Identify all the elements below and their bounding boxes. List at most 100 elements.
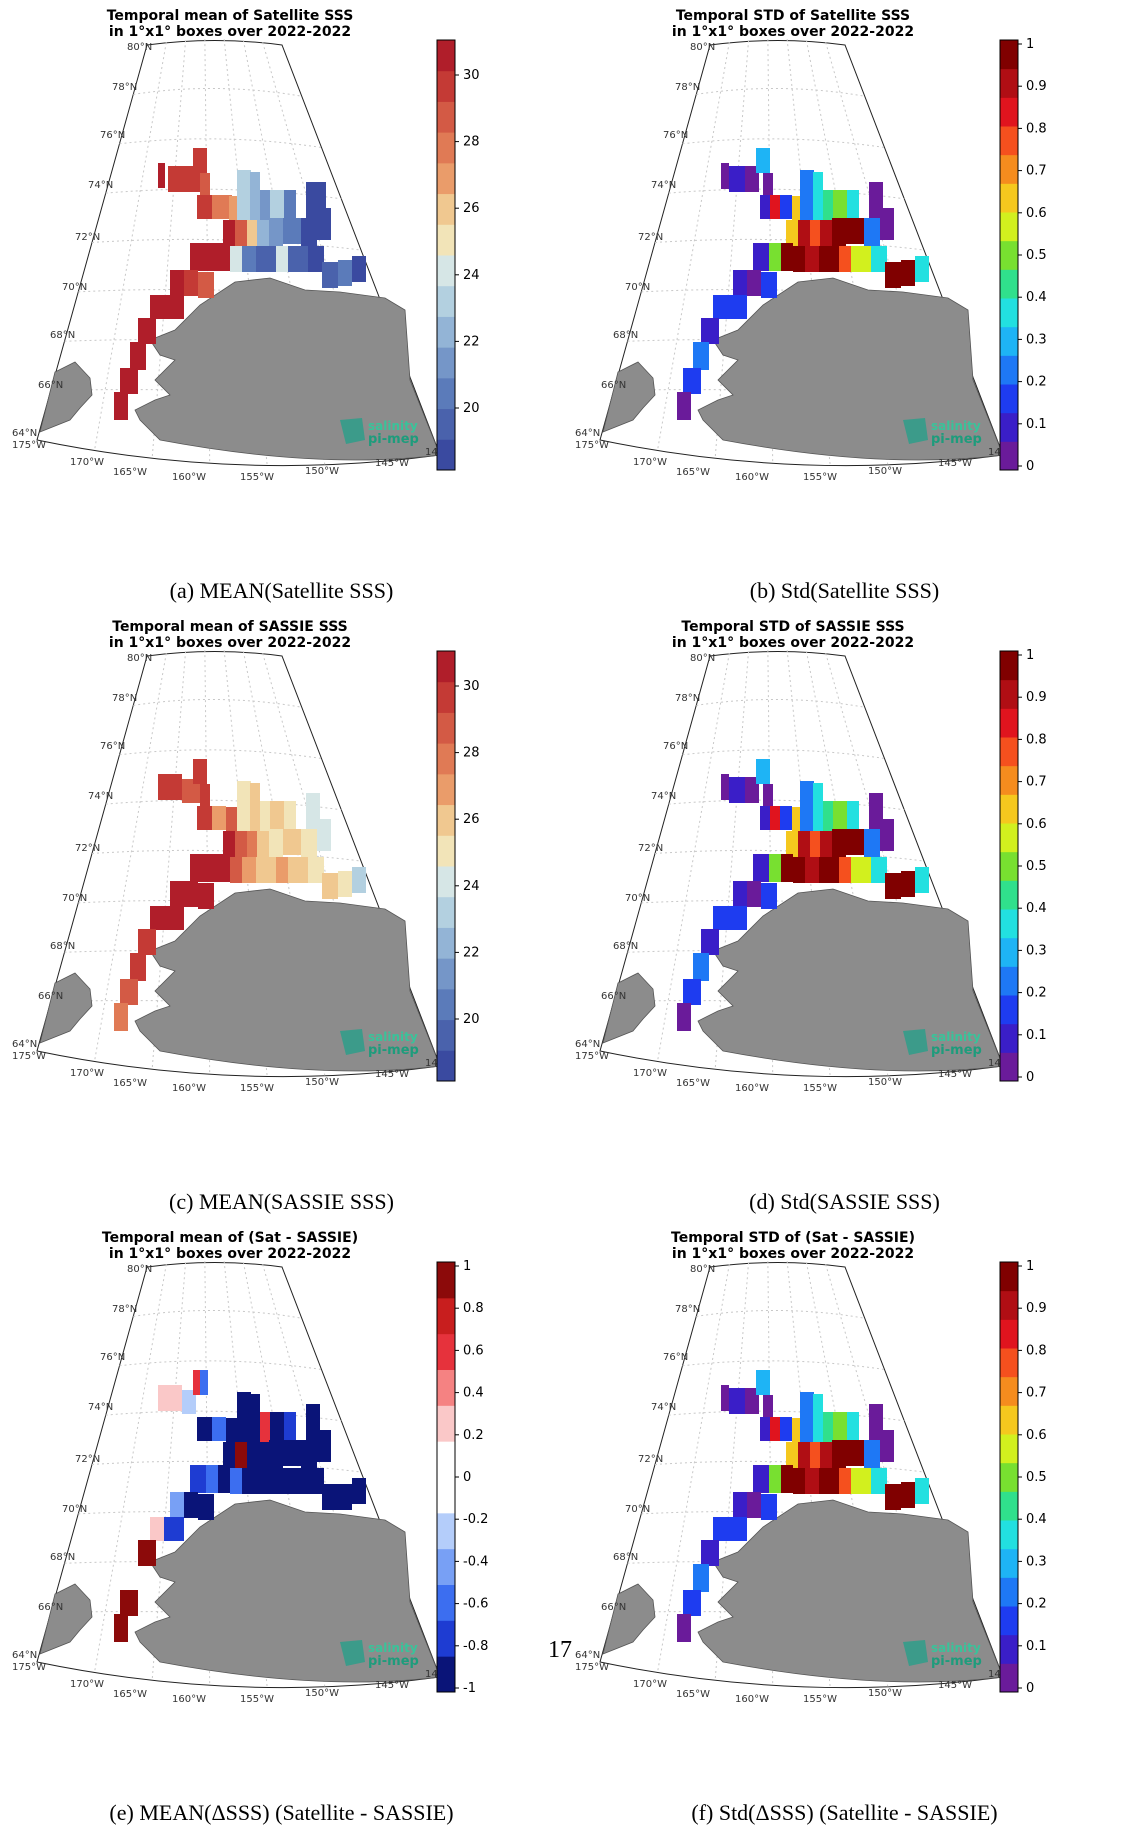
colorbar-segment bbox=[1000, 1634, 1018, 1664]
lon-label: 175°W bbox=[575, 1662, 609, 1673]
logo-line2: pi-mep bbox=[931, 1043, 982, 1058]
colorbar-segment bbox=[1000, 40, 1018, 70]
grid-cell bbox=[770, 195, 780, 219]
grid-cell bbox=[247, 1442, 257, 1470]
lat-line bbox=[654, 238, 925, 251]
grid-cell bbox=[871, 1468, 887, 1494]
grid-cell bbox=[761, 1494, 777, 1520]
colorbar-segment bbox=[437, 927, 455, 959]
lon-label: 150°W bbox=[305, 1077, 339, 1088]
grid-cell bbox=[269, 829, 283, 857]
grid-cell bbox=[184, 881, 198, 907]
lat-line bbox=[696, 698, 865, 708]
colorbar-segment bbox=[1000, 1462, 1018, 1492]
colorbar-segment bbox=[437, 132, 455, 164]
lat-label: 68°N bbox=[50, 941, 75, 952]
lon-label: 165°W bbox=[113, 1689, 147, 1700]
grid-cell bbox=[747, 270, 761, 296]
grid-cell bbox=[769, 854, 781, 882]
lat-label: 72°N bbox=[638, 232, 663, 243]
lat-line bbox=[119, 1360, 322, 1370]
colorbar-tick-label: 0.5 bbox=[1026, 248, 1047, 263]
grid-cell bbox=[260, 190, 270, 224]
lon-label: 145°W bbox=[375, 458, 409, 469]
grid-cell bbox=[760, 195, 770, 219]
lat-label: 78°N bbox=[675, 693, 700, 704]
colorbar-tick-label: 0.6 bbox=[1026, 817, 1047, 832]
colorbar-segment bbox=[437, 285, 455, 317]
lon-line bbox=[223, 650, 268, 1078]
grid-cell bbox=[819, 857, 839, 883]
land-chukotka bbox=[602, 361, 656, 433]
lat-label: 66°N bbox=[38, 380, 63, 391]
grid-cell bbox=[288, 246, 308, 272]
grid-cell bbox=[871, 246, 887, 272]
lat-label: 74°N bbox=[651, 791, 676, 802]
grid-cell bbox=[760, 806, 770, 830]
grid-cell bbox=[820, 220, 832, 248]
colorbar-tick-label: -1 bbox=[463, 1681, 476, 1696]
colorbar-tick-label: 24 bbox=[463, 879, 480, 894]
lon-label: 170°W bbox=[70, 457, 104, 468]
colorbar-tick-label: 30 bbox=[463, 679, 480, 694]
colorbar-segment bbox=[1000, 1663, 1018, 1693]
grid-cell bbox=[338, 871, 352, 897]
colorbar-segment bbox=[437, 773, 455, 806]
grid-cell bbox=[677, 1614, 691, 1642]
grid-cell bbox=[761, 272, 777, 298]
panel-f: 80°N 78°N 76°N 74°N 72°N 70°N 68°N 66°N 64°N 175°… bbox=[563, 1222, 1126, 1833]
grid-cell bbox=[158, 163, 165, 188]
colorbar: 1 0.9 0.8 0.7 0.6 0.5 0.4 0.3 0.2 0.1 0 bbox=[999, 37, 1047, 474]
lat-label: 80°N bbox=[690, 1264, 715, 1275]
grid-cell bbox=[288, 857, 308, 883]
lon-label: 175°W bbox=[12, 1662, 46, 1673]
colorbar-segment bbox=[1000, 1491, 1018, 1521]
land bbox=[602, 277, 1004, 461]
colorbar-segment bbox=[1000, 1052, 1018, 1082]
grid-cell bbox=[915, 256, 929, 282]
grid-cell bbox=[190, 243, 230, 271]
lon-label: 160°W bbox=[172, 1083, 206, 1094]
grid-cell bbox=[184, 1492, 198, 1518]
lat-line bbox=[654, 1460, 925, 1473]
lat-label: 72°N bbox=[75, 843, 100, 854]
map-title-line1: Temporal STD of (Sat - SASSIE) bbox=[671, 1230, 915, 1246]
grid-cell bbox=[760, 1417, 770, 1441]
lat-label: 68°N bbox=[613, 330, 638, 341]
grid-cell bbox=[237, 1392, 251, 1444]
colorbar-segment bbox=[437, 896, 455, 928]
colorbar-tick-label: 1 bbox=[1026, 37, 1034, 52]
grid-cell bbox=[197, 1417, 215, 1441]
lat-label: 64°N bbox=[12, 1039, 37, 1050]
grid-cell bbox=[283, 1440, 301, 1466]
grid-cell bbox=[786, 220, 798, 248]
grid-cell bbox=[713, 295, 747, 319]
colorbar-segment bbox=[1000, 68, 1018, 98]
land-alaska bbox=[134, 1499, 441, 1683]
colorbar-tick-label: 24 bbox=[463, 268, 480, 283]
colorbar-segment bbox=[437, 835, 455, 867]
lat-label: 76°N bbox=[663, 130, 688, 141]
grid-cell bbox=[810, 220, 820, 248]
panel-c: 80°N 78°N 76°N 74°N 72°N 70°N 68°N 66°N 64°N 175°… bbox=[0, 611, 563, 1222]
page-number: 17 bbox=[548, 1637, 572, 1663]
grid-cell bbox=[832, 218, 846, 246]
data-cells bbox=[114, 148, 366, 420]
colorbar-segment bbox=[1000, 909, 1018, 939]
grid-cell bbox=[276, 857, 288, 883]
grid-cell bbox=[701, 318, 719, 344]
logo-icon bbox=[903, 418, 928, 444]
caption-d: (d) Std(SASSIE SSS) bbox=[749, 1189, 940, 1214]
map-title-line1: Temporal mean of Satellite SSS bbox=[107, 8, 354, 24]
grid-cell bbox=[270, 801, 284, 831]
grid-cell bbox=[230, 1468, 242, 1494]
colorbar: 30 28 26 24 22 20 bbox=[436, 39, 480, 471]
colorbar-tick-label: 0.7 bbox=[1026, 775, 1047, 790]
colorbar-segment bbox=[437, 958, 455, 990]
lon-label: 170°W bbox=[70, 1068, 104, 1079]
map-title-line2: in 1°x1° boxes over 2022-2022 bbox=[109, 24, 351, 40]
grid-cell bbox=[114, 1614, 128, 1642]
grid-cell bbox=[780, 1417, 792, 1441]
logo-line2: pi-mep bbox=[368, 432, 419, 447]
